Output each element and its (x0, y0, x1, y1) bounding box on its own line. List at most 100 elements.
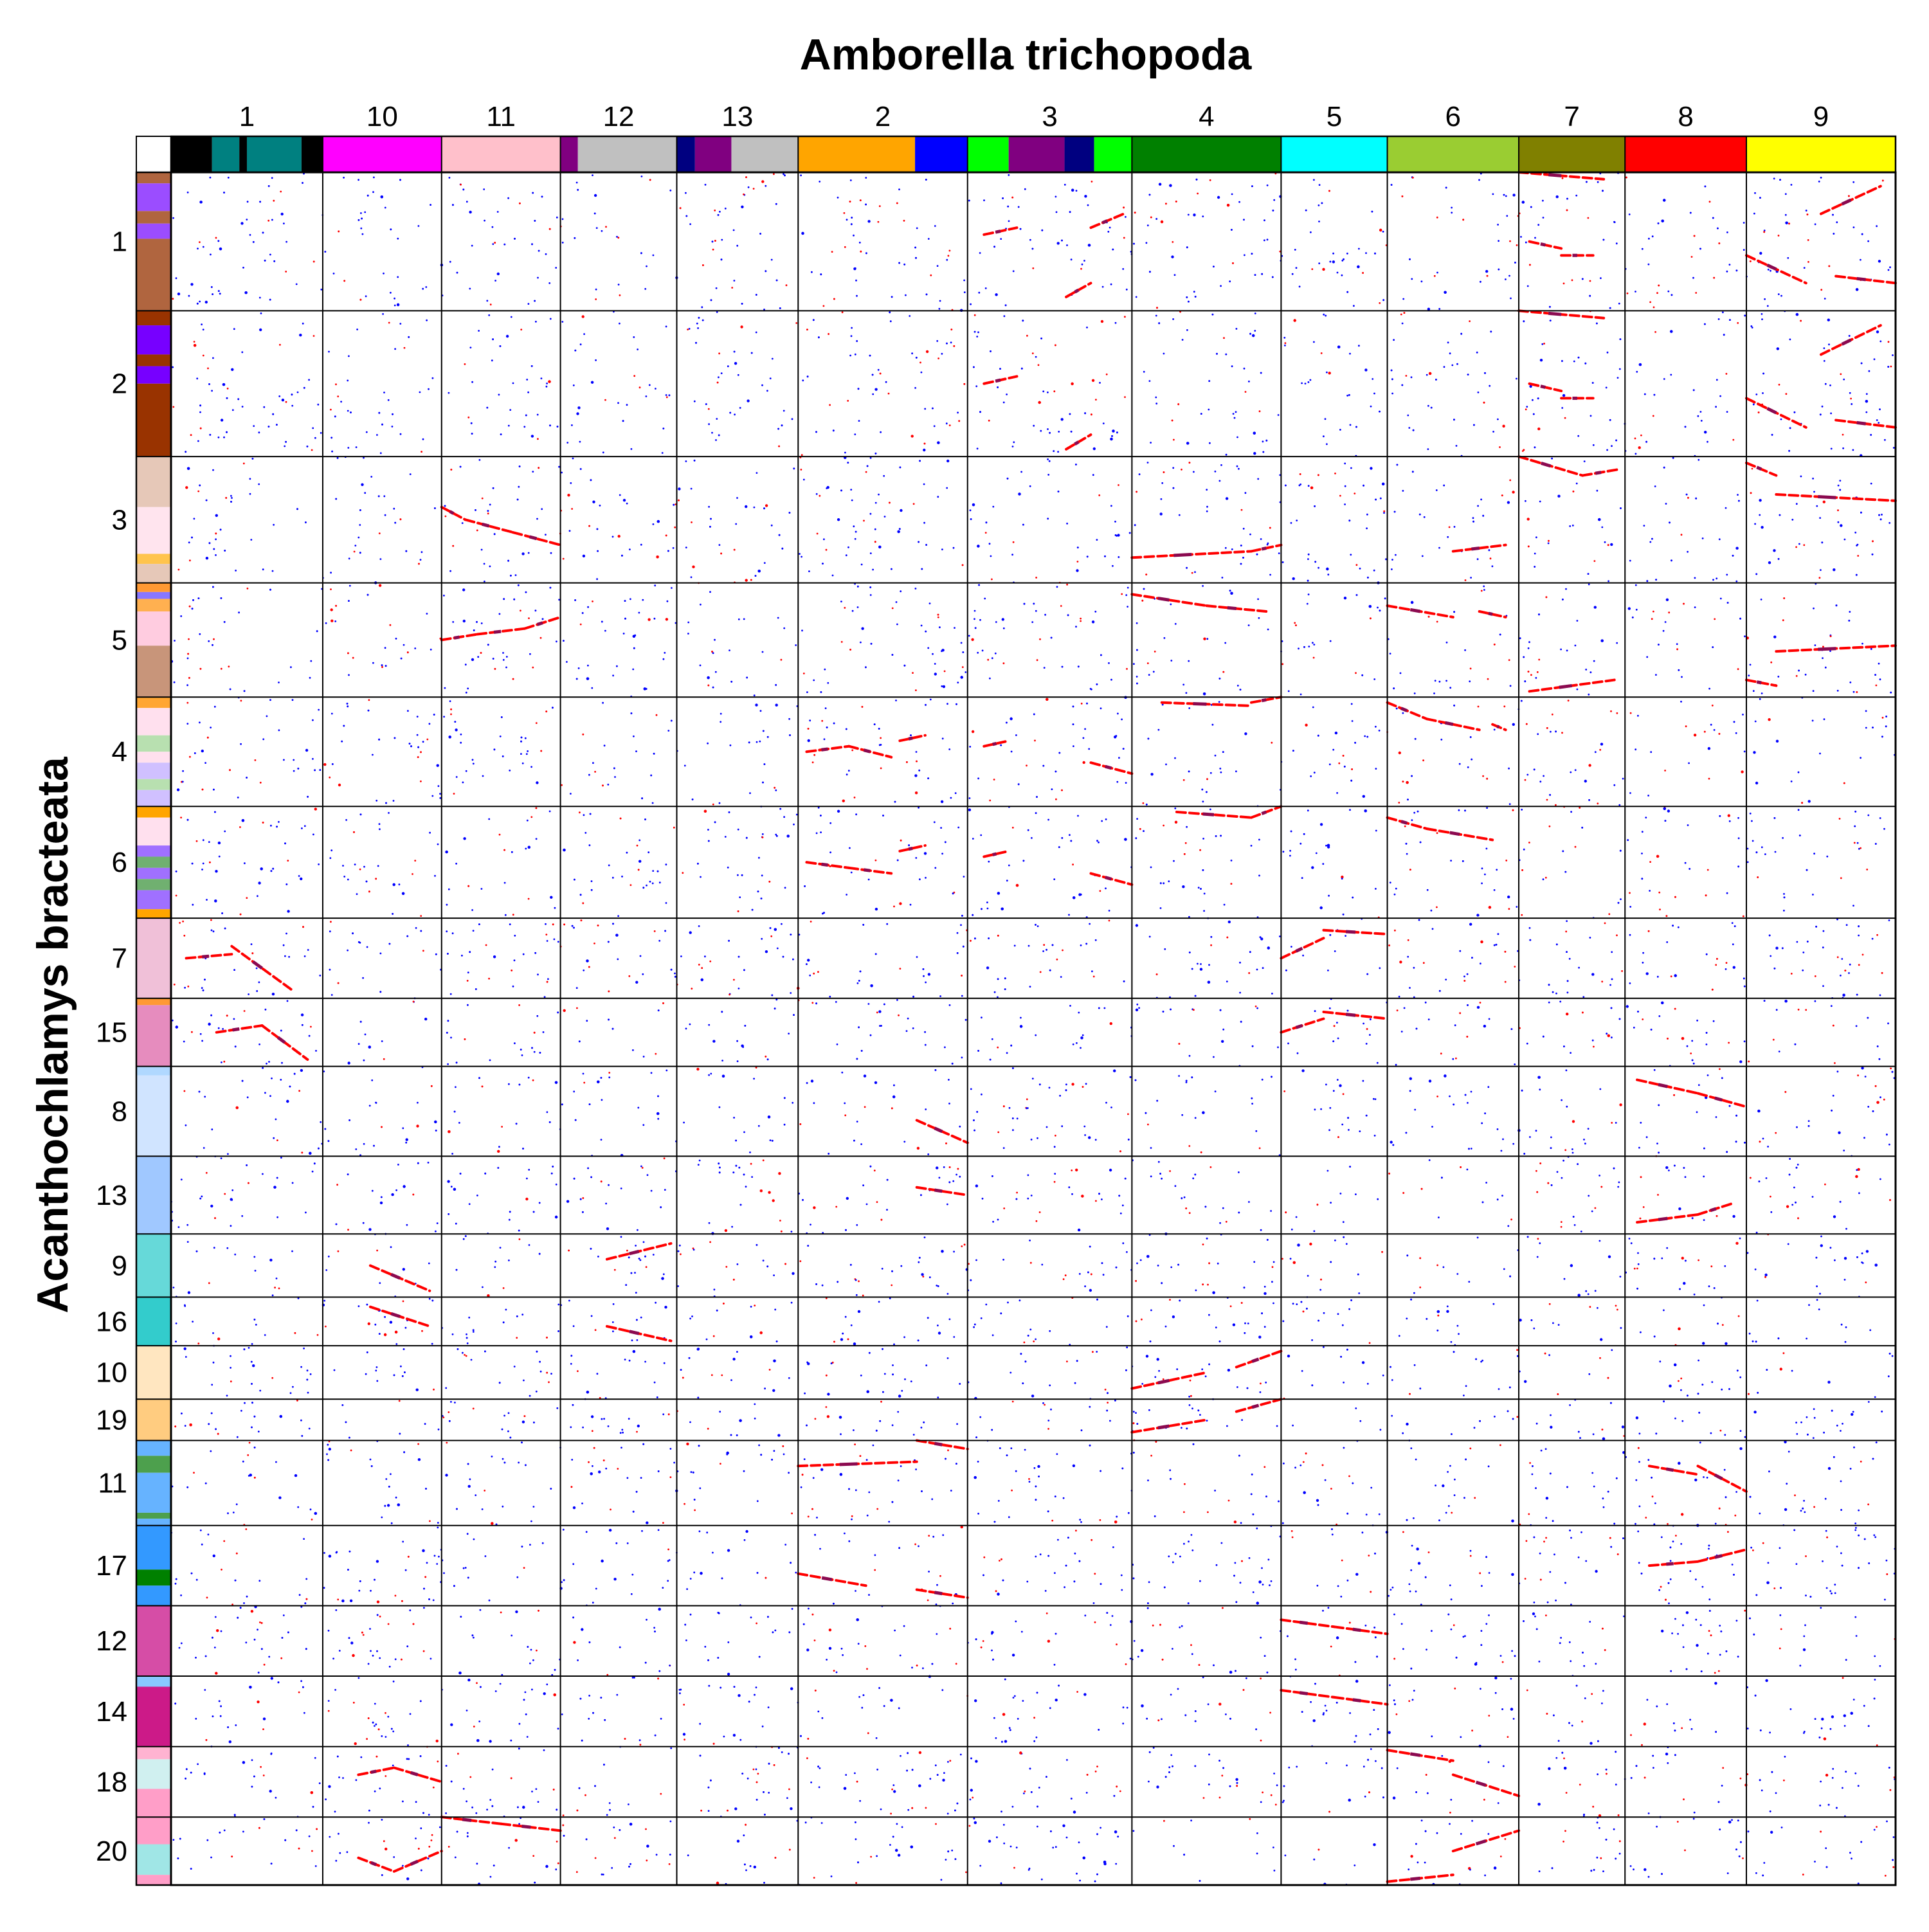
dot-point (689, 1578, 692, 1580)
dot-point (512, 914, 514, 916)
dot-point (1508, 803, 1511, 806)
dot-point (1254, 1005, 1257, 1007)
dot-point (465, 770, 467, 772)
dot-point (436, 1563, 439, 1565)
y-color-band (136, 1605, 171, 1677)
dot-point (437, 785, 440, 787)
dot-point (1593, 1485, 1595, 1488)
dot-point (372, 1654, 374, 1657)
dot-point (919, 361, 921, 364)
dot-point (457, 1753, 459, 1755)
dot-point (535, 838, 538, 840)
dot-point (1064, 1586, 1065, 1589)
dot-point (1732, 438, 1735, 441)
dot-point (1589, 937, 1591, 939)
dot-point (1773, 177, 1775, 180)
dot-point (428, 1814, 430, 1816)
dot-point (1310, 775, 1312, 777)
dot-point (1040, 1878, 1043, 1881)
dot-point (1322, 1609, 1324, 1612)
dot-point (934, 663, 936, 665)
dot-point (1786, 1483, 1788, 1485)
dot-point (1589, 1306, 1591, 1308)
dot-point (1649, 861, 1652, 863)
dot-point (588, 844, 591, 847)
x-color-band (1281, 136, 1388, 172)
dot-point (605, 1467, 608, 1470)
dot-point (997, 1131, 1000, 1133)
dot-point (1568, 957, 1571, 960)
dot-point (1182, 885, 1185, 889)
dot-point (1047, 428, 1049, 430)
dot-point (1260, 937, 1263, 941)
dot-point (1231, 548, 1233, 550)
dot-point (768, 1792, 770, 1794)
dot-point (1323, 1712, 1325, 1714)
dot-point (1114, 520, 1116, 523)
dot-point (1761, 313, 1763, 315)
dot-point (172, 217, 174, 219)
dot-point (246, 897, 248, 899)
dot-point (385, 1847, 388, 1851)
dot-point (338, 1776, 340, 1778)
dot-point (1842, 433, 1844, 436)
dot-point (704, 183, 707, 186)
dot-point (347, 1229, 349, 1231)
y-color-band (136, 172, 171, 184)
dot-point (1570, 1537, 1572, 1539)
dot-point (1852, 1411, 1854, 1413)
dot-point (1819, 752, 1821, 755)
dot-point (1135, 1008, 1139, 1012)
dot-point (949, 1760, 952, 1762)
dot-point (750, 1616, 752, 1619)
dot-point (1267, 1558, 1270, 1561)
dot-point (467, 687, 469, 690)
dot-point (1152, 1624, 1154, 1627)
dot-point (536, 781, 539, 784)
dot-point (897, 1479, 900, 1482)
dot-point (568, 530, 571, 532)
dot-point (1276, 1784, 1278, 1787)
dot-point (788, 1472, 790, 1474)
dot-point (1807, 261, 1809, 263)
dot-point (393, 1856, 395, 1858)
dot-point (761, 874, 763, 877)
dot-point (217, 841, 221, 845)
dot-point (692, 565, 695, 568)
dot-point (844, 451, 846, 454)
dot-point (1309, 1242, 1312, 1246)
dot-point (1068, 914, 1070, 916)
dot-point (1629, 792, 1631, 794)
dot-point (790, 1231, 793, 1232)
dot-point (577, 1659, 579, 1661)
dot-point (855, 279, 857, 282)
dot-point (1348, 1129, 1350, 1131)
dot-point (1194, 571, 1196, 573)
dot-point (1509, 240, 1511, 242)
dot-point (1260, 1229, 1262, 1231)
dot-point (428, 1262, 430, 1265)
dot-point (1564, 1149, 1567, 1151)
y-color-band (136, 697, 171, 709)
dot-point (1861, 642, 1863, 645)
dot-point (1537, 224, 1540, 226)
dot-point (1376, 1061, 1379, 1064)
dot-point (899, 902, 902, 905)
dot-point (727, 365, 729, 368)
dot-point (1642, 961, 1644, 964)
dot-point (1296, 1765, 1298, 1768)
dot-point (1468, 1281, 1471, 1283)
y-color-band (136, 1789, 171, 1818)
dot-point (1594, 1290, 1597, 1292)
dot-point (378, 584, 382, 587)
dot-point (946, 703, 948, 705)
chart-title: Amborella trichopoda (800, 30, 1253, 79)
dot-point (1232, 1323, 1236, 1326)
dot-point (1072, 1464, 1076, 1467)
dot-point (655, 1052, 657, 1055)
x-color-band (1746, 136, 1896, 172)
dot-point (416, 716, 419, 718)
x-color-band (694, 136, 732, 172)
dot-point (1047, 1428, 1049, 1430)
dot-point (940, 1879, 943, 1881)
